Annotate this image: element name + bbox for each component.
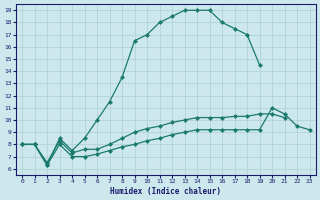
X-axis label: Humidex (Indice chaleur): Humidex (Indice chaleur) — [110, 187, 221, 196]
